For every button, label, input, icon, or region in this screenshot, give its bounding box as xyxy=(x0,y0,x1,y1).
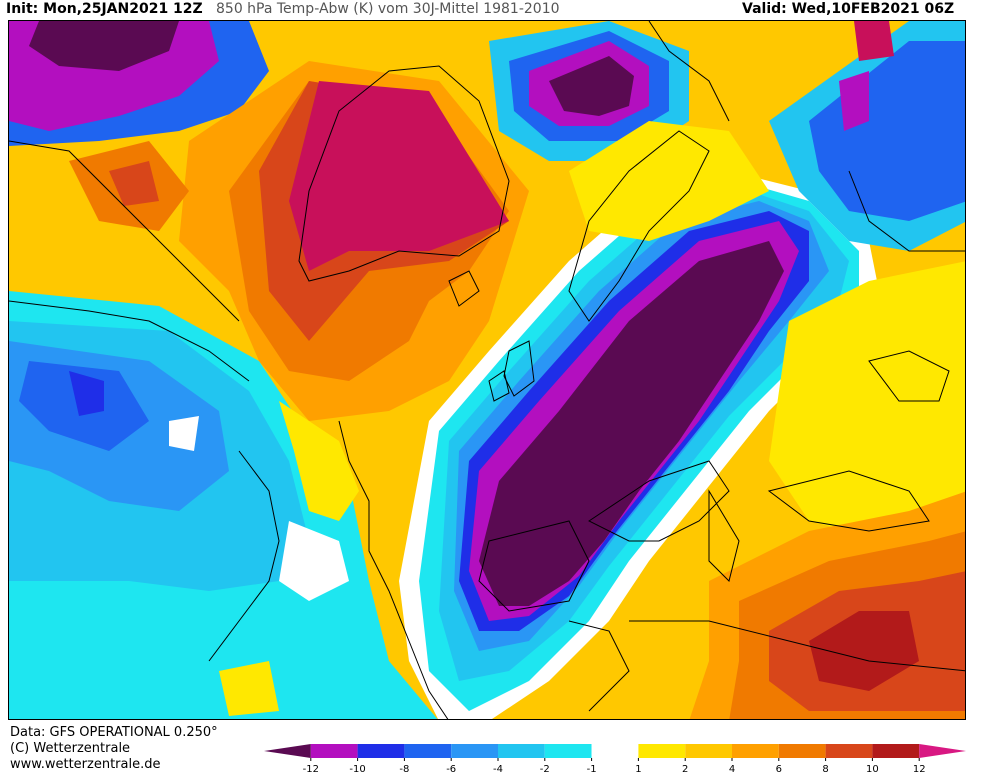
chart-header: Init: Mon,25JAN2021 12Z 850 hPa Temp-Abw… xyxy=(0,0,981,20)
legend-swatch xyxy=(544,744,592,758)
legend-swatch xyxy=(778,744,826,758)
legend-tick-label: 4 xyxy=(729,764,735,775)
legend-swatch xyxy=(310,744,358,758)
legend-swatch xyxy=(357,744,405,758)
legend-swatch xyxy=(872,744,920,758)
copyright-label: (C) Wetterzentrale xyxy=(10,741,131,756)
legend-swatch xyxy=(591,744,639,758)
legend-tick-label: -10 xyxy=(349,764,365,775)
legend-tick-label: -8 xyxy=(399,764,409,775)
greenland-crimson-core xyxy=(289,81,509,271)
color-scale-legend: -12 -10 -8 -6 -4 -2 -1 1 2 4 6 8 10 12 xyxy=(260,742,970,776)
scandinavia-yellow-field xyxy=(569,121,769,241)
chart-title: 850 hPa Temp-Abw (K) vom 30J-Mittel 1981… xyxy=(216,1,560,17)
legend-tick-label: 1 xyxy=(635,764,641,775)
data-source-label: Data: GFS OPERATIONAL 0.250° xyxy=(10,725,218,740)
legend-tick-label: 8 xyxy=(822,764,828,775)
legend-tick-label: -6 xyxy=(446,764,456,775)
africa-dark-red-core xyxy=(809,611,919,691)
legend-tick-label: 2 xyxy=(682,764,688,775)
south-atlantic-yellow-patch xyxy=(219,661,279,716)
legend-tick-label: 12 xyxy=(913,764,926,775)
legend-swatch xyxy=(732,744,779,758)
legend-tick-label: -4 xyxy=(493,764,503,775)
legend-swatch xyxy=(451,744,498,758)
legend-tick-label: 6 xyxy=(776,764,782,775)
chart-footer: Data: GFS OPERATIONAL 0.250° (C) Wetterz… xyxy=(0,722,981,777)
mid-atlantic-white-gap-2 xyxy=(279,521,349,601)
russia-magenta-patch xyxy=(839,71,869,131)
init-time-label: Init: Mon,25JAN2021 12Z xyxy=(6,1,203,17)
website-url-label: www.wetterzentrale.de xyxy=(10,757,161,772)
barents-purple-core xyxy=(549,56,634,116)
russia-crimson-patch xyxy=(854,21,894,61)
legend-swatch xyxy=(638,744,686,758)
europe-deep-purple-core xyxy=(479,241,784,606)
legend-swatch xyxy=(919,744,966,758)
legend-tick-label: 10 xyxy=(866,764,879,775)
russia-blue-field xyxy=(809,41,965,221)
legend-swatch xyxy=(825,744,873,758)
labrador-dark-blue-core xyxy=(69,371,104,416)
legend-tick-label: -12 xyxy=(303,764,319,775)
nw-arctic-deep-purple-core xyxy=(29,21,179,71)
legend-swatch xyxy=(264,744,311,758)
mid-atlantic-yellow-patch xyxy=(279,401,359,521)
legend-swatch xyxy=(498,744,545,758)
mid-atlantic-white-gap-1 xyxy=(169,416,199,451)
coastline-lines xyxy=(9,21,965,712)
valid-time-label: Valid: Wed,10FEB2021 06Z xyxy=(742,1,955,17)
baffin-red-core xyxy=(109,161,159,206)
legend-swatch xyxy=(404,744,452,758)
zero-contour-lines xyxy=(208,170,965,719)
legend-tick-label: -2 xyxy=(540,764,550,775)
legend-tick-label: -1 xyxy=(587,764,597,775)
legend-swatch xyxy=(685,744,732,758)
east-yellow-field xyxy=(769,261,965,541)
temperature-anomaly-map xyxy=(8,20,966,720)
